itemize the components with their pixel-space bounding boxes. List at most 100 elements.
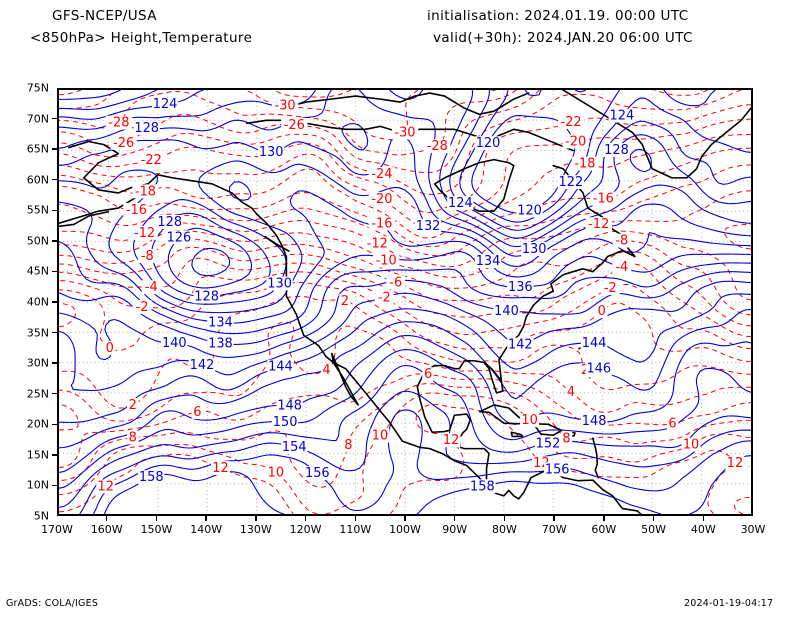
y-axis-tick — [52, 454, 57, 456]
svg-text:-18: -18 — [574, 157, 595, 172]
y-axis-label: 5N — [33, 509, 49, 523]
svg-text:144: 144 — [582, 336, 607, 351]
grads-credit-label: GrADS: COLA/IGES — [6, 598, 99, 609]
svg-text:126: 126 — [167, 230, 192, 245]
x-axis-label: 90W — [442, 523, 468, 536]
svg-text:8: 8 — [344, 438, 352, 453]
svg-text:142: 142 — [508, 338, 533, 353]
svg-text:12: 12 — [443, 433, 459, 448]
svg-text:122: 122 — [559, 175, 584, 190]
svg-text:-22: -22 — [141, 153, 162, 168]
x-axis-tick — [404, 516, 406, 521]
svg-text:6: 6 — [424, 367, 432, 382]
svg-text:-24: -24 — [371, 167, 392, 182]
svg-text:-12: -12 — [134, 226, 155, 241]
y-axis-tick — [52, 178, 57, 181]
svg-text:2: 2 — [581, 363, 589, 378]
x-axis-label: 30W — [740, 523, 766, 536]
svg-text:10: 10 — [268, 465, 284, 480]
map-canvas: -30-30-28-28 -26-26-24-22-22-20-20-18-18-… — [59, 90, 751, 514]
svg-text:128: 128 — [604, 143, 629, 158]
svg-text:10: 10 — [372, 429, 388, 444]
valid-time-label: valid(+30h): 2024.JAN.20 06:00 UTC — [433, 30, 693, 46]
svg-text:-30: -30 — [275, 99, 296, 114]
svg-text:-20: -20 — [371, 192, 392, 207]
svg-text:12: 12 — [212, 461, 228, 476]
svg-text:-4: -4 — [145, 280, 158, 295]
y-axis-tick — [52, 117, 57, 120]
svg-text:4: 4 — [322, 363, 330, 378]
render-timestamp: 2024-01-19-04:17 — [684, 598, 774, 609]
svg-text:12: 12 — [727, 456, 743, 471]
svg-text:140: 140 — [162, 336, 187, 351]
svg-text:-2: -2 — [136, 300, 149, 315]
y-axis-label: 65N — [26, 142, 49, 156]
svg-text:130: 130 — [259, 145, 284, 160]
coastlines — [59, 90, 751, 514]
svg-text:-12: -12 — [588, 217, 609, 232]
svg-text:-30: -30 — [394, 126, 415, 141]
x-axis-label: 60W — [591, 523, 617, 536]
y-axis-label: 55N — [26, 203, 49, 217]
x-axis-label: 100W — [389, 523, 421, 536]
x-axis-tick — [255, 516, 257, 521]
svg-text:124: 124 — [610, 109, 635, 124]
svg-text:2: 2 — [129, 398, 137, 413]
model-name-label: GFS-NCEP/USA — [52, 8, 157, 24]
y-axis-label: 75N — [26, 81, 49, 95]
y-axis-tick — [52, 240, 57, 242]
svg-text:128: 128 — [134, 121, 159, 136]
x-axis-label: 170W — [41, 523, 73, 536]
y-axis-label: 30N — [26, 356, 49, 370]
x-axis-label: 40W — [690, 523, 716, 536]
svg-text:150: 150 — [273, 415, 298, 430]
y-axis-label: 20N — [26, 417, 49, 431]
svg-text:148: 148 — [582, 414, 607, 429]
svg-text:-22: -22 — [560, 115, 581, 130]
svg-text:-6: -6 — [389, 275, 402, 290]
svg-text:-16: -16 — [371, 217, 392, 232]
x-axis-tick — [603, 516, 605, 521]
x-axis-tick — [503, 516, 506, 521]
svg-text:136: 136 — [508, 280, 533, 295]
svg-text:-28: -28 — [108, 116, 129, 131]
y-axis-tick — [52, 209, 57, 212]
y-axis-tick — [52, 301, 57, 303]
svg-text:10: 10 — [683, 438, 699, 453]
y-axis-label: 60N — [26, 173, 49, 187]
svg-text:152: 152 — [536, 437, 561, 452]
svg-text:-4: -4 — [615, 260, 628, 275]
x-axis-tick — [354, 516, 357, 521]
svg-text:-16: -16 — [593, 192, 614, 207]
contour-map-plot: -30 -30 -28 -28 -26 -26 -24 -22 -22 -20 -20 -18 -18-… — [57, 88, 753, 516]
svg-text:8: 8 — [129, 431, 137, 446]
y-axis-tick — [52, 423, 57, 426]
y-axis-label: 70N — [26, 112, 49, 126]
svg-text:156: 156 — [545, 462, 570, 477]
svg-text:148: 148 — [277, 399, 302, 414]
x-axis-tick — [205, 516, 207, 521]
svg-text:130: 130 — [267, 277, 292, 292]
x-axis-tick — [652, 516, 655, 521]
svg-text:2: 2 — [341, 294, 349, 309]
x-axis-label: 80W — [491, 523, 517, 536]
chart-header: GFS-NCEP/USA <850hPa> Height,Temperature… — [0, 0, 800, 62]
svg-text:6: 6 — [193, 405, 201, 420]
y-axis-tick — [52, 392, 57, 395]
svg-text:4: 4 — [567, 385, 575, 400]
svg-text:-20: -20 — [565, 134, 586, 149]
svg-text:-26: -26 — [284, 118, 305, 133]
svg-text:12: 12 — [98, 479, 114, 494]
svg-text:134: 134 — [208, 316, 233, 331]
svg-text:-10: -10 — [376, 253, 397, 268]
svg-text:144: 144 — [268, 360, 293, 375]
y-axis-tick — [52, 484, 57, 487]
x-axis-label: 70W — [541, 523, 567, 536]
y-axis-label: 35N — [26, 326, 49, 340]
x-axis-tick — [553, 516, 555, 521]
svg-text:-18: -18 — [135, 184, 156, 199]
y-axis-tick — [52, 362, 57, 364]
x-axis-tick — [304, 516, 307, 521]
svg-text:158: 158 — [470, 479, 495, 494]
svg-text:-26: -26 — [113, 136, 134, 151]
